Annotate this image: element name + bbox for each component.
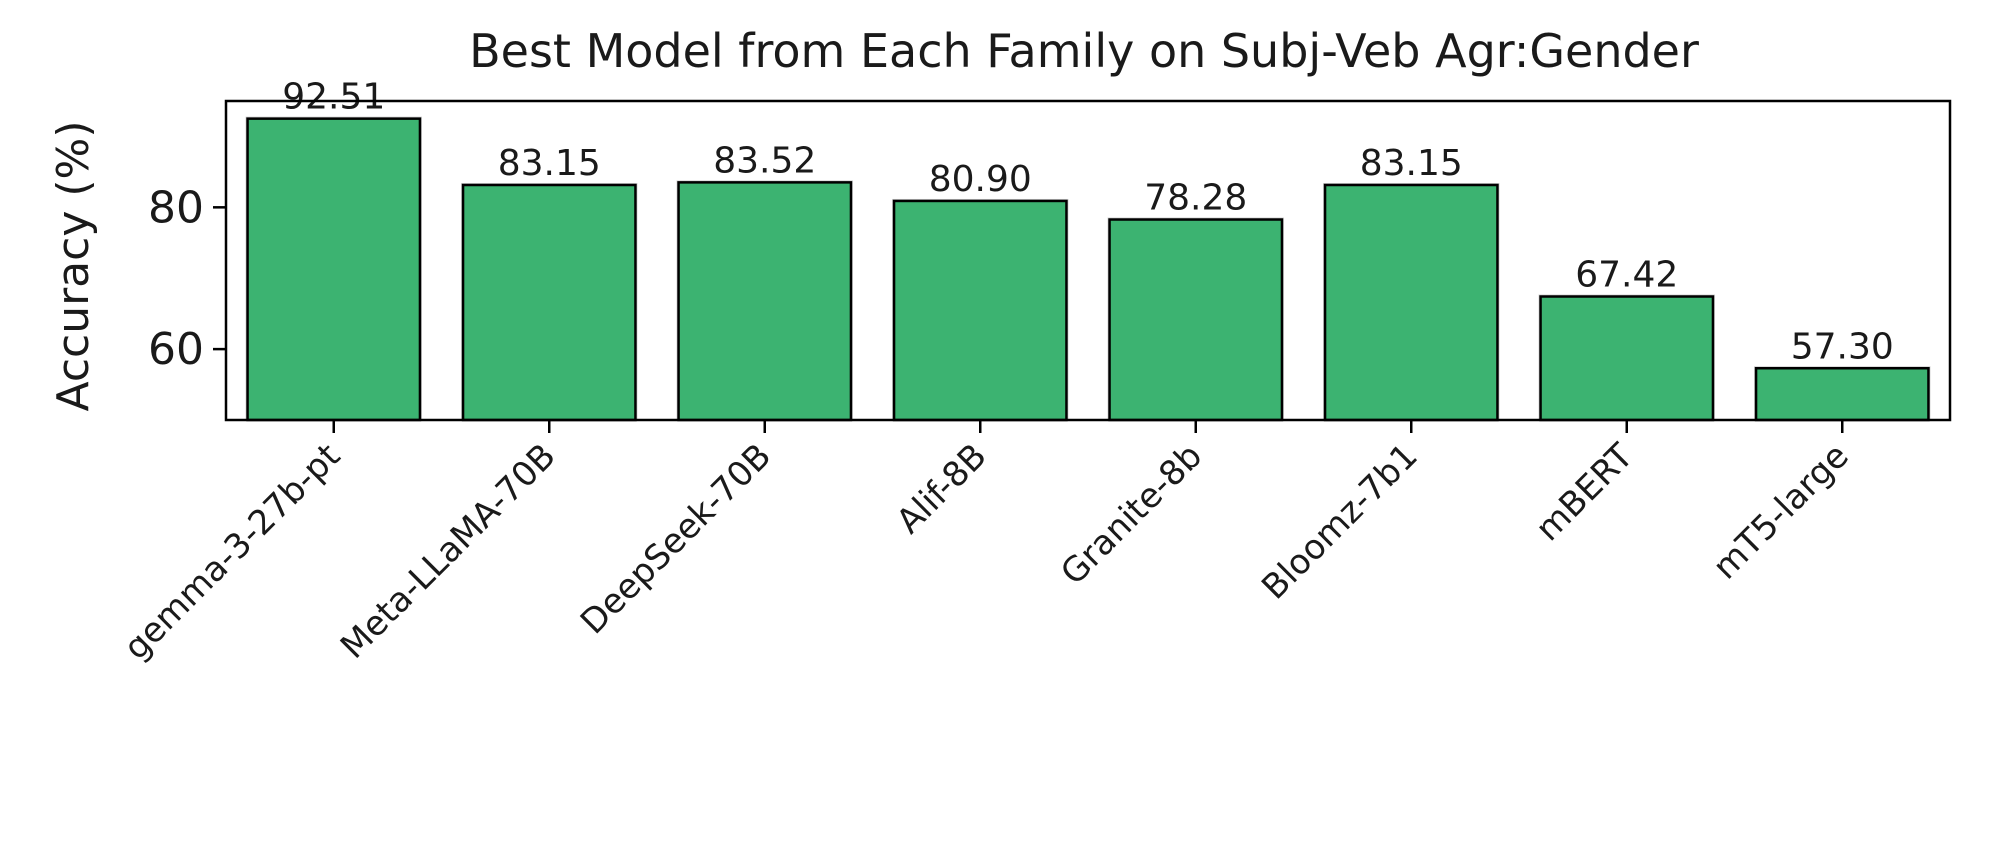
data-label: 57.30 [1791, 326, 1894, 367]
y-tick-label: 60 [148, 324, 204, 375]
data-label: 92.51 [282, 77, 385, 118]
x-tick-label: Bloomz-7b1 [1254, 436, 1425, 607]
bar [246, 117, 422, 422]
data-label: 80.90 [929, 159, 1032, 200]
bars-layer [245, 116, 1931, 422]
bar [1108, 218, 1284, 422]
x-tick-label: mBERT [1528, 436, 1641, 549]
x-tick-label: Granite-8b [1053, 436, 1210, 593]
y-axis-label: Accuracy (%) [48, 120, 99, 411]
bar [1754, 367, 1930, 422]
bar [892, 199, 1068, 422]
bar [1539, 295, 1715, 422]
x-tick-label: Meta-LLaMA-70B [333, 436, 564, 667]
data-label: 83.52 [713, 140, 816, 181]
x-tick-label: gemma-3-27b-pt [116, 436, 348, 668]
data-label: 78.28 [1144, 178, 1247, 219]
chart-title: Best Model from Each Family on Subj-Veb … [469, 24, 1699, 78]
x-tick-label: mT5-large [1705, 436, 1856, 587]
x-tick-label: Alif-8B [889, 436, 995, 542]
data-label: 67.42 [1575, 255, 1678, 296]
plot-area-frame [224, 99, 1952, 422]
data-label: 83.15 [1360, 143, 1463, 184]
y-axis: 60 80 [148, 182, 226, 375]
bar [461, 183, 637, 422]
y-tick-label: 80 [148, 182, 204, 233]
x-tick-label: DeepSeek-70B [573, 436, 779, 642]
bar [1323, 183, 1499, 422]
value-labels-layer: 92.51 83.15 83.52 80.90 78.28 83.15 67.42 57.30 [282, 77, 1894, 368]
data-label: 83.15 [498, 143, 601, 184]
bar [677, 181, 853, 422]
